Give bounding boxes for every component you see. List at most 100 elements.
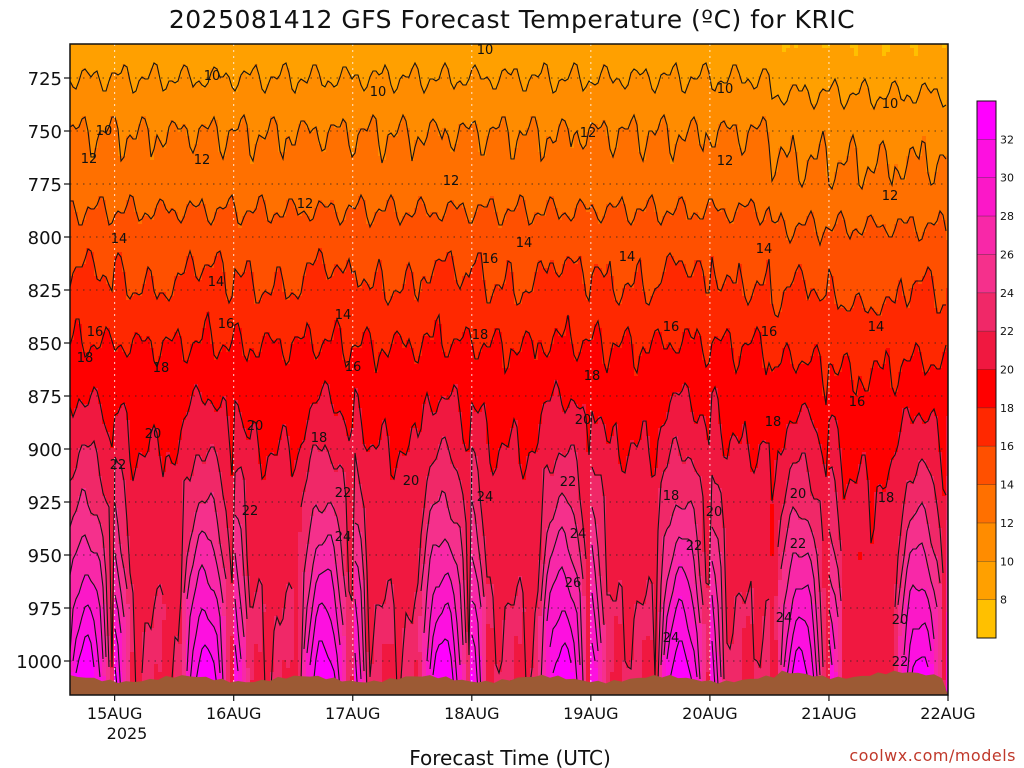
temperature-cell — [154, 464, 158, 468]
temperature-cell — [90, 308, 94, 312]
temperature-cell — [150, 324, 154, 328]
temperature-cell — [78, 508, 82, 512]
temperature-cell — [98, 452, 102, 456]
temperature-cell — [170, 220, 174, 224]
temperature-cell — [86, 344, 90, 348]
temperature-cell — [86, 372, 90, 376]
temperature-cell — [90, 60, 94, 64]
temperature-cell — [134, 592, 138, 596]
temperature-cell — [158, 512, 162, 516]
temperature-cell — [170, 584, 174, 588]
temperature-cell — [150, 668, 154, 672]
temperature-cell — [166, 636, 170, 640]
temperature-cell — [94, 520, 98, 524]
temperature-cell — [158, 484, 162, 488]
temperature-cell — [110, 316, 114, 320]
temperature-cell — [110, 252, 114, 256]
temperature-cell — [90, 544, 94, 548]
temperature-cell — [134, 420, 138, 424]
temperature-fill-layer — [70, 44, 950, 696]
temperature-cell — [154, 124, 158, 128]
temperature-cell — [142, 372, 146, 376]
temperature-cell — [142, 160, 146, 164]
temperature-cell — [130, 280, 134, 284]
temperature-cell — [146, 312, 150, 316]
temperature-cell — [158, 168, 162, 172]
temperature-cell — [150, 260, 154, 264]
temperature-cell — [102, 80, 106, 84]
temperature-cell — [150, 316, 154, 320]
temperature-cell — [170, 416, 174, 420]
temperature-cell — [118, 116, 122, 120]
temperature-cell — [158, 520, 162, 524]
temperature-cell — [154, 248, 158, 252]
temperature-cell — [158, 592, 162, 596]
temperature-cell — [138, 212, 142, 216]
temperature-cell — [158, 188, 162, 192]
temperature-cell — [158, 172, 162, 176]
temperature-cell — [118, 76, 122, 80]
temperature-cell — [122, 628, 126, 632]
temperature-cell — [142, 204, 146, 208]
temperature-cell — [90, 172, 94, 176]
temperature-cell — [126, 668, 130, 672]
temperature-cell — [158, 496, 162, 500]
temperature-cell — [170, 424, 174, 428]
temperature-cell — [110, 180, 114, 184]
temperature-cell — [170, 232, 174, 236]
temperature-cell — [146, 232, 150, 236]
temperature-cell — [98, 432, 102, 436]
temperature-cell — [138, 420, 142, 424]
temperature-cell — [166, 568, 170, 572]
temperature-cell — [98, 548, 102, 552]
temperature-cell — [90, 180, 94, 184]
temperature-cell — [122, 140, 126, 144]
temperature-cell — [158, 320, 162, 324]
temperature-cell — [166, 52, 170, 56]
temperature-cell — [138, 236, 142, 240]
temperature-cell — [98, 216, 102, 220]
temperature-cell — [90, 532, 94, 536]
temperature-cell — [78, 272, 82, 276]
temperature-cell — [102, 56, 106, 60]
temperature-cell — [94, 48, 98, 52]
temperature-cell — [154, 152, 158, 156]
temperature-cell — [150, 648, 154, 652]
temperature-cell — [94, 360, 98, 364]
temperature-cell — [162, 184, 166, 188]
temperature-cell — [150, 332, 154, 336]
temperature-cell — [126, 176, 130, 180]
temperature-cell — [118, 84, 122, 88]
temperature-cell — [150, 400, 154, 404]
temperature-cell — [154, 240, 158, 244]
temperature-cell — [162, 100, 166, 104]
temperature-cell — [142, 396, 146, 400]
temperature-cell — [154, 348, 158, 352]
temperature-cell — [138, 260, 142, 264]
temperature-cell — [146, 472, 150, 476]
temperature-cell — [106, 156, 110, 160]
temperature-cell — [150, 512, 154, 516]
temperature-cell — [130, 284, 134, 288]
temperature-cell — [166, 160, 170, 164]
temperature-cell — [78, 372, 82, 376]
temperature-cell — [146, 108, 150, 112]
temperature-cell — [154, 636, 158, 640]
temperature-cell — [74, 524, 78, 528]
temperature-cell — [138, 508, 142, 512]
temperature-cell — [134, 192, 138, 196]
temperature-cell — [90, 484, 94, 488]
temperature-cell — [74, 192, 78, 196]
temperature-cell — [162, 412, 166, 416]
temperature-cell — [138, 656, 142, 660]
temperature-cell — [142, 176, 146, 180]
temperature-cell — [82, 508, 86, 512]
temperature-cell — [110, 400, 114, 404]
temperature-cell — [134, 284, 138, 288]
temperature-cell — [106, 256, 110, 260]
temperature-cell — [158, 248, 162, 252]
temperature-cell — [138, 380, 142, 384]
temperature-cell — [74, 80, 78, 84]
temperature-cell — [78, 480, 82, 484]
temperature-cell — [170, 436, 174, 440]
